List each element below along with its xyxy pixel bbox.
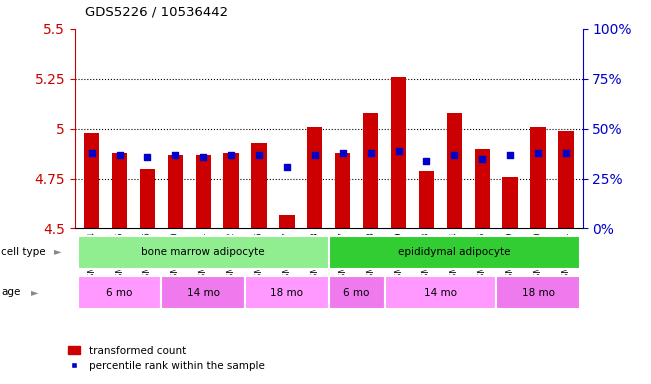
Text: 18 mo: 18 mo — [270, 288, 303, 298]
Text: cell type: cell type — [1, 247, 46, 257]
Bar — [447, 113, 462, 228]
Text: 14 mo: 14 mo — [187, 288, 219, 298]
Point — [365, 149, 376, 156]
Bar — [503, 177, 518, 228]
Bar — [84, 132, 99, 228]
Text: epididymal adipocyte: epididymal adipocyte — [398, 247, 510, 258]
Bar — [558, 131, 574, 228]
Bar — [419, 170, 434, 228]
Bar — [168, 155, 183, 228]
Text: 14 mo: 14 mo — [424, 288, 457, 298]
Point — [87, 149, 97, 156]
Text: 18 mo: 18 mo — [521, 288, 555, 298]
Point — [337, 149, 348, 156]
Point — [561, 149, 571, 156]
Point — [393, 147, 404, 154]
Point — [449, 152, 460, 158]
Text: GDS5226 / 10536442: GDS5226 / 10536442 — [85, 6, 228, 19]
Point — [282, 164, 292, 170]
Point — [477, 156, 488, 162]
Point — [533, 149, 543, 156]
Bar — [195, 155, 211, 228]
Bar — [112, 152, 127, 228]
Bar — [335, 152, 350, 228]
Bar — [496, 276, 580, 309]
Bar — [363, 113, 378, 228]
Legend: transformed count, percentile rank within the sample: transformed count, percentile rank withi… — [64, 341, 269, 375]
Text: 6 mo: 6 mo — [344, 288, 370, 298]
Bar — [391, 77, 406, 228]
Text: ►: ► — [31, 287, 39, 297]
Point — [115, 152, 125, 158]
Point — [254, 152, 264, 158]
Text: 6 mo: 6 mo — [106, 288, 133, 298]
Bar — [329, 236, 580, 269]
Point — [310, 152, 320, 158]
Bar — [385, 276, 496, 309]
Bar — [245, 276, 329, 309]
Point — [421, 157, 432, 164]
Bar — [279, 215, 294, 228]
Bar — [140, 169, 155, 228]
Text: age: age — [1, 287, 21, 297]
Bar — [329, 276, 385, 309]
Bar — [161, 276, 245, 309]
Text: ►: ► — [54, 247, 62, 257]
Text: bone marrow adipocyte: bone marrow adipocyte — [141, 247, 265, 258]
Bar — [307, 127, 322, 228]
Point — [142, 154, 152, 160]
Point — [505, 152, 516, 158]
Point — [226, 152, 236, 158]
Bar — [251, 142, 267, 228]
Point — [198, 154, 208, 160]
Point — [170, 152, 180, 158]
Bar — [531, 127, 546, 228]
Bar — [475, 149, 490, 228]
Bar — [77, 276, 161, 309]
Bar — [223, 152, 239, 228]
Bar — [77, 236, 329, 269]
